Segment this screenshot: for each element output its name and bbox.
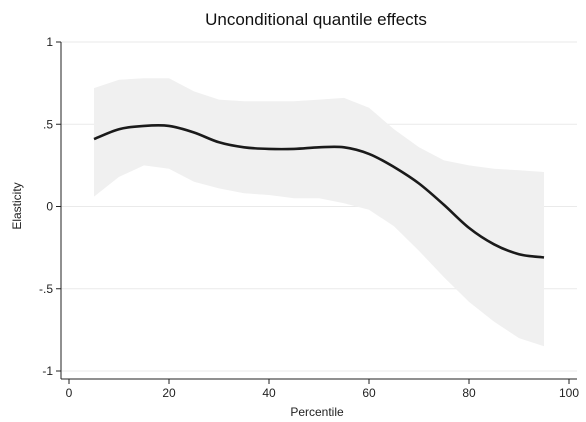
confidence-band-layer [94, 78, 544, 347]
confidence-band [94, 78, 544, 347]
x-tick-label-4: 80 [462, 386, 476, 400]
x-tick-label-3: 60 [362, 386, 376, 400]
x-tick-label-1: 20 [162, 386, 176, 400]
y-tick-label-4: -1 [42, 364, 53, 378]
y-tick-label-3: -.5 [39, 282, 53, 296]
x-axis-ticks: 0 20 40 60 80 100 [66, 379, 579, 400]
x-tick-label-2: 40 [262, 386, 276, 400]
chart-title: Unconditional quantile effects [205, 10, 427, 29]
y-axis-ticks: 1 .5 0 -.5 -1 [39, 35, 61, 378]
y-axis-title: Elasticity [10, 182, 24, 229]
y-tick-label-1: .5 [43, 117, 53, 131]
x-tick-label-0: 0 [66, 386, 73, 400]
x-axis-title: Percentile [290, 405, 344, 419]
x-tick-label-5: 100 [559, 386, 579, 400]
y-tick-label-0: 1 [46, 35, 53, 49]
y-tick-label-2: 0 [46, 200, 53, 214]
series-line-layer [93, 123, 545, 259]
series-line-0 [93, 123, 545, 259]
axes [60, 42, 577, 380]
